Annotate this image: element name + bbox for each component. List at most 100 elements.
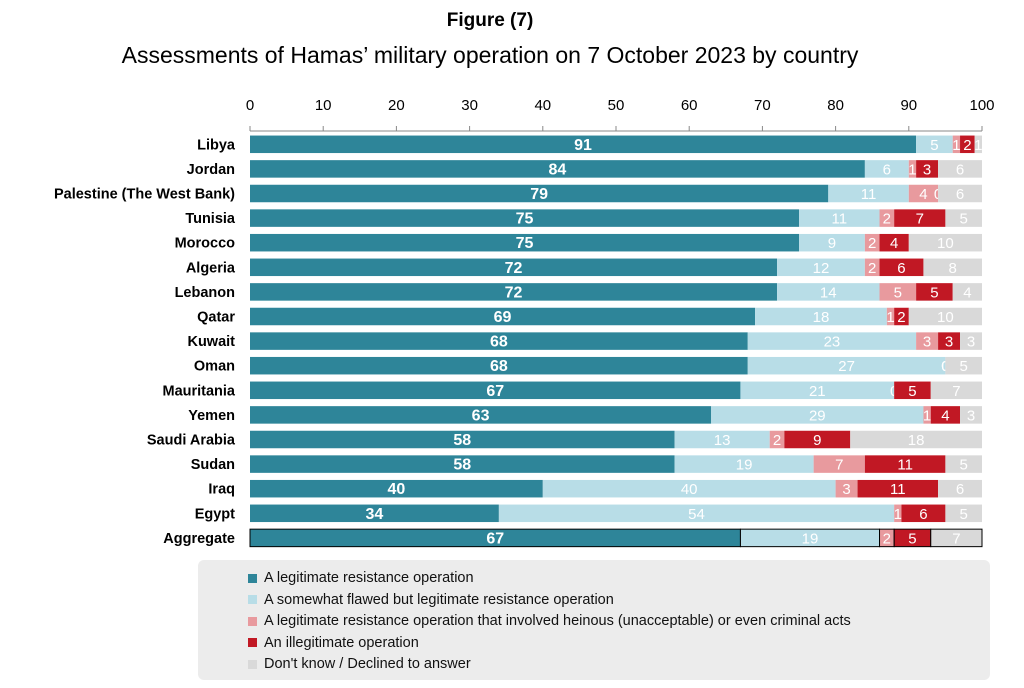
x-tick-label: 10 — [315, 97, 332, 114]
bar-segment — [945, 356, 982, 375]
bar-segment — [930, 381, 982, 400]
legend-item: An illegitimate operation — [248, 633, 419, 653]
bar-segment — [250, 307, 756, 326]
legend-swatch — [248, 573, 257, 583]
bar-segment — [930, 406, 961, 424]
category-label: Tunisia — [185, 211, 236, 227]
bar-segment — [960, 332, 982, 350]
data-label: 63 — [472, 407, 490, 424]
data-label: 75 — [516, 235, 534, 252]
x-tick-label: 80 — [827, 97, 844, 114]
category-label: Egypt — [195, 506, 235, 522]
data-label: 29 — [809, 407, 826, 424]
data-label: 72 — [505, 284, 523, 301]
bar-segment — [908, 307, 982, 326]
data-label: 9 — [813, 432, 821, 449]
bar-segment — [864, 455, 946, 473]
data-label: 8 — [949, 260, 957, 277]
bar-segment — [952, 135, 961, 154]
data-label: 7 — [835, 457, 843, 474]
bar-segment — [769, 430, 785, 449]
data-label: 68 — [490, 334, 508, 351]
bar-segment — [916, 135, 953, 154]
category-label: Yemen — [188, 408, 235, 424]
x-tick-label: 20 — [388, 97, 405, 114]
data-label: 9 — [828, 235, 836, 252]
data-label: 6 — [897, 260, 905, 277]
data-label: 1 — [908, 161, 916, 178]
bar-segment — [250, 233, 799, 252]
data-label: 6 — [919, 506, 927, 523]
legend-item: A legitimate resistance operation — [248, 568, 474, 588]
data-label: 68 — [490, 358, 508, 375]
bar-segment — [938, 479, 982, 498]
x-tick-label: 30 — [461, 97, 478, 114]
bar-segment — [864, 258, 880, 277]
bar-segment — [740, 381, 895, 400]
bar-segment — [945, 504, 982, 523]
data-label: 6 — [883, 161, 891, 178]
bar-segment — [250, 430, 675, 449]
bar-segment — [250, 381, 741, 400]
bar-segment — [250, 504, 499, 523]
data-label: 3 — [967, 334, 975, 351]
legend-label: A legitimate resistance operation that i… — [264, 613, 851, 629]
bar-segment — [938, 332, 961, 350]
bar-segment — [916, 283, 953, 301]
data-label: 2 — [963, 137, 971, 154]
data-label: 67 — [486, 383, 504, 400]
bar-segment — [894, 504, 902, 523]
bar-segment — [938, 184, 982, 203]
data-label: 40 — [681, 481, 698, 498]
legend-label: An illegitimate operation — [264, 634, 419, 651]
category-label: Algeria — [186, 260, 236, 276]
data-label: 2 — [868, 235, 876, 252]
bar-segment — [755, 307, 887, 326]
legend: A legitimate resistance operation A somew… — [198, 560, 990, 680]
bar-segment — [250, 209, 799, 227]
x-tick-label: 60 — [681, 97, 698, 114]
data-label: 7 — [916, 211, 924, 228]
legend-label: A somewhat flawed but legitimate resista… — [264, 591, 614, 608]
bar-segment — [864, 233, 880, 252]
data-label: 27 — [838, 358, 855, 375]
data-label: 3 — [842, 481, 850, 498]
bar-segment — [930, 528, 983, 548]
data-label: 2 — [868, 260, 876, 277]
data-label: 18 — [908, 432, 925, 449]
data-label: 5 — [908, 383, 916, 400]
bar-segment — [908, 160, 917, 178]
category-label: Libya — [197, 137, 236, 153]
bar-segment — [886, 307, 895, 326]
data-label: 11 — [861, 186, 877, 203]
data-label: 11 — [831, 211, 847, 228]
data-label: 84 — [549, 161, 567, 178]
bar-segment — [857, 479, 939, 498]
x-tick-label: 90 — [900, 97, 917, 114]
data-label: 40 — [388, 481, 406, 498]
data-label: 11 — [890, 481, 906, 498]
data-label: 69 — [494, 309, 512, 326]
data-label: 5 — [930, 137, 938, 154]
legend-swatch — [248, 595, 257, 604]
bar-segment — [960, 135, 975, 154]
bar-segment — [250, 184, 829, 203]
bar-segment — [916, 160, 939, 178]
bar-segment — [674, 430, 770, 449]
x-tick-label: 50 — [608, 97, 625, 114]
bar-segment — [828, 184, 909, 203]
bar-segment — [835, 479, 858, 498]
bar-segment — [908, 184, 939, 203]
x-tick-label: 0 — [246, 97, 254, 114]
bar-segment — [747, 356, 946, 375]
category-label: Saudi Arabia — [147, 433, 236, 449]
data-label: 5 — [930, 284, 938, 301]
data-label: 54 — [688, 506, 705, 523]
data-label: 2 — [883, 211, 891, 228]
data-label: 2 — [897, 309, 905, 326]
bar-segment — [916, 332, 939, 350]
data-label: 10 — [937, 235, 954, 252]
bar-segment — [784, 430, 851, 449]
data-label: 72 — [505, 260, 523, 277]
bar-segment — [799, 233, 865, 252]
